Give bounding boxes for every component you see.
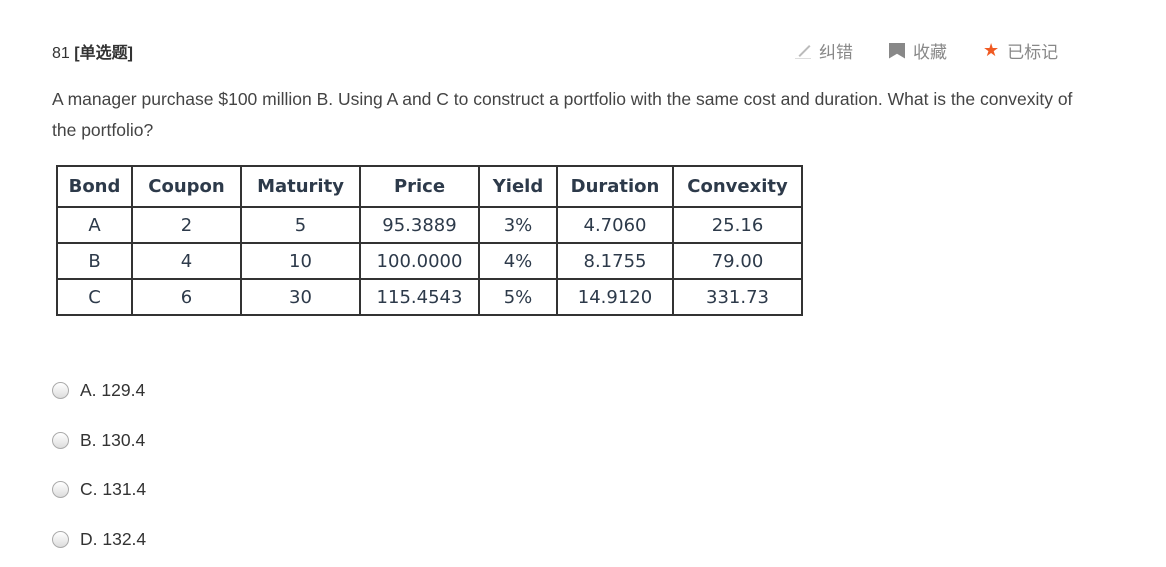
number: 81 [52,45,70,62]
star-icon: ★ [983,40,1000,60]
cell: 5 [240,206,361,244]
bond-table: Bond Coupon Maturity Price Yield Duration Conv… [56,165,803,316]
cell: 3% [478,206,558,244]
cell: B [56,242,133,280]
table-row: A 2 5 95.3889 3% 4.7060 25.16 [56,206,803,244]
cell: 2 [131,206,242,244]
cell: 100.0000 [359,242,480,280]
cell: 79.00 [672,242,803,280]
header-cell: Maturity [240,165,361,208]
radio-button[interactable] [52,382,69,400]
radio-button[interactable] [52,530,69,548]
favorite-button[interactable]: 收藏 [889,38,947,63]
cell: 4.7060 [556,206,674,244]
toolbar: 纠错 收藏 ★ 已标记 [795,38,1058,63]
option-label: A. 129.4 [80,380,146,401]
option-label: D. 132.4 [80,528,147,549]
header-cell: Yield [478,165,558,208]
option-d[interactable]: D. 132.4 [52,515,146,565]
cell: 331.73 [672,278,803,316]
cell: 10 [240,242,361,280]
header-cell: Coupon [131,165,242,208]
answer-options: A. 129.4 B. 130.4 C. 131.4 D. 132.4 [52,366,146,564]
question-number: 81 [单选题] [52,39,133,63]
header-cell: Price [359,165,480,208]
question-type: [单选题] [74,45,133,62]
option-c[interactable]: C. 131.4 [52,465,146,515]
cell: 5% [478,278,558,316]
favorite-label: 收藏 [913,43,947,62]
cell: 115.4543 [359,278,480,316]
cell: 8.1755 [556,242,674,280]
marked-label: 已标记 [1007,43,1059,62]
option-a[interactable]: A. 129.4 [52,366,146,416]
option-b[interactable]: B. 130.4 [52,416,146,466]
option-label: B. 130.4 [80,429,146,450]
header-cell: Bond [56,165,133,208]
cell: 6 [131,278,242,316]
marked-button[interactable]: ★ 已标记 [983,38,1058,63]
cell: 4% [478,242,558,280]
question-text: A manager purchase $100 million B. Using… [52,89,1073,140]
report-error-label: 纠错 [819,43,853,62]
table-row: C 6 30 115.4543 5% 14.9120 331.73 [56,278,803,316]
header-cell: Duration [556,165,674,208]
radio-button[interactable] [52,481,69,499]
cell: A [56,206,133,244]
pencil-icon [795,43,811,59]
header-cell: Convexity [672,165,803,208]
cell: C [56,278,133,316]
cell: 95.3889 [359,206,480,244]
report-error-button[interactable]: 纠错 [795,38,853,63]
option-label: C. 131.4 [80,479,147,500]
bookmark-icon [889,42,905,59]
cell: 14.9120 [556,278,674,316]
cell: 30 [240,278,361,316]
cell: 25.16 [672,206,803,244]
cell: 4 [131,242,242,280]
radio-button[interactable] [52,431,69,449]
table-row: B 4 10 100.0000 4% 8.1755 79.00 [56,242,803,280]
table-header-row: Bond Coupon Maturity Price Yield Duration Conv… [56,165,803,208]
